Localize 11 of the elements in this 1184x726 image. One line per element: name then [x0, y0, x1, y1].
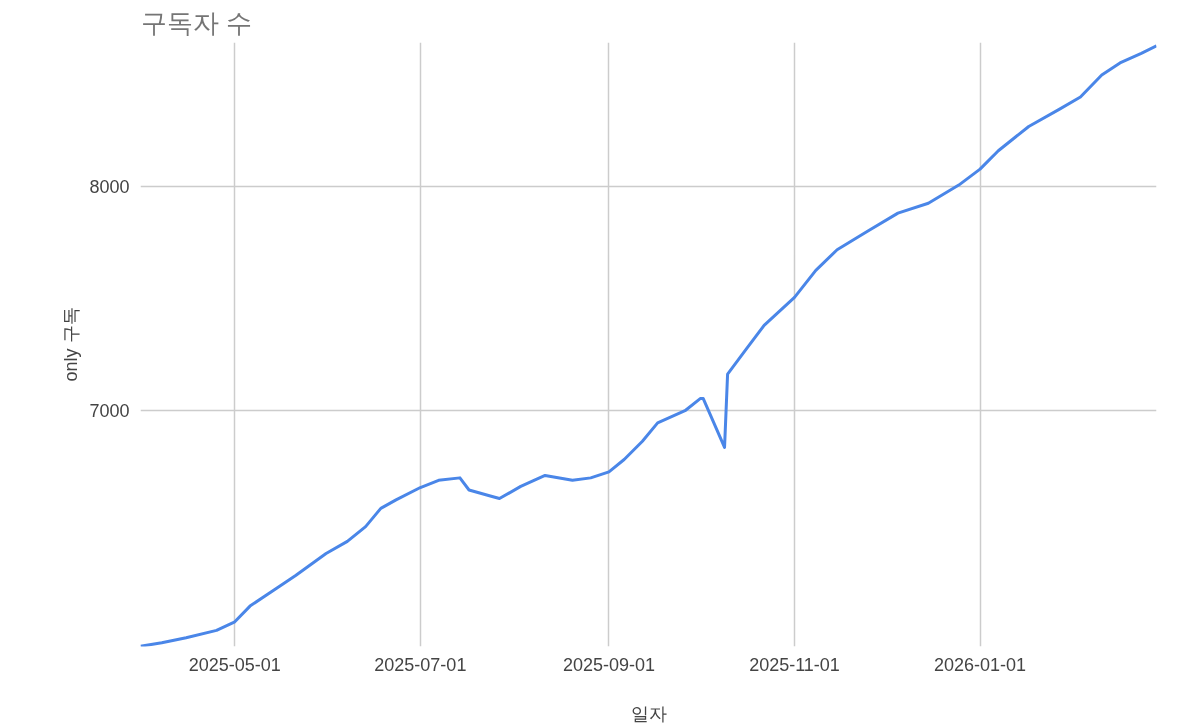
x-tick-label: 2025-11-01 [749, 654, 840, 675]
y-tick-label: 8000 [89, 176, 130, 197]
x-tick-label: 2025-07-01 [374, 654, 467, 675]
x-axis-title: 일자 [630, 703, 667, 724]
y-axis-title: only 구독 [61, 307, 82, 382]
x-tick-label: 2025-09-01 [562, 654, 655, 675]
line-series [140, 44, 1157, 647]
x-tick-label: 2026-01-01 [934, 654, 1027, 675]
chart-title: 구독자 수 [140, 7, 252, 38]
y-tick-label: 7000 [89, 401, 130, 422]
x-tick-label: 2025-05-01 [188, 654, 281, 675]
